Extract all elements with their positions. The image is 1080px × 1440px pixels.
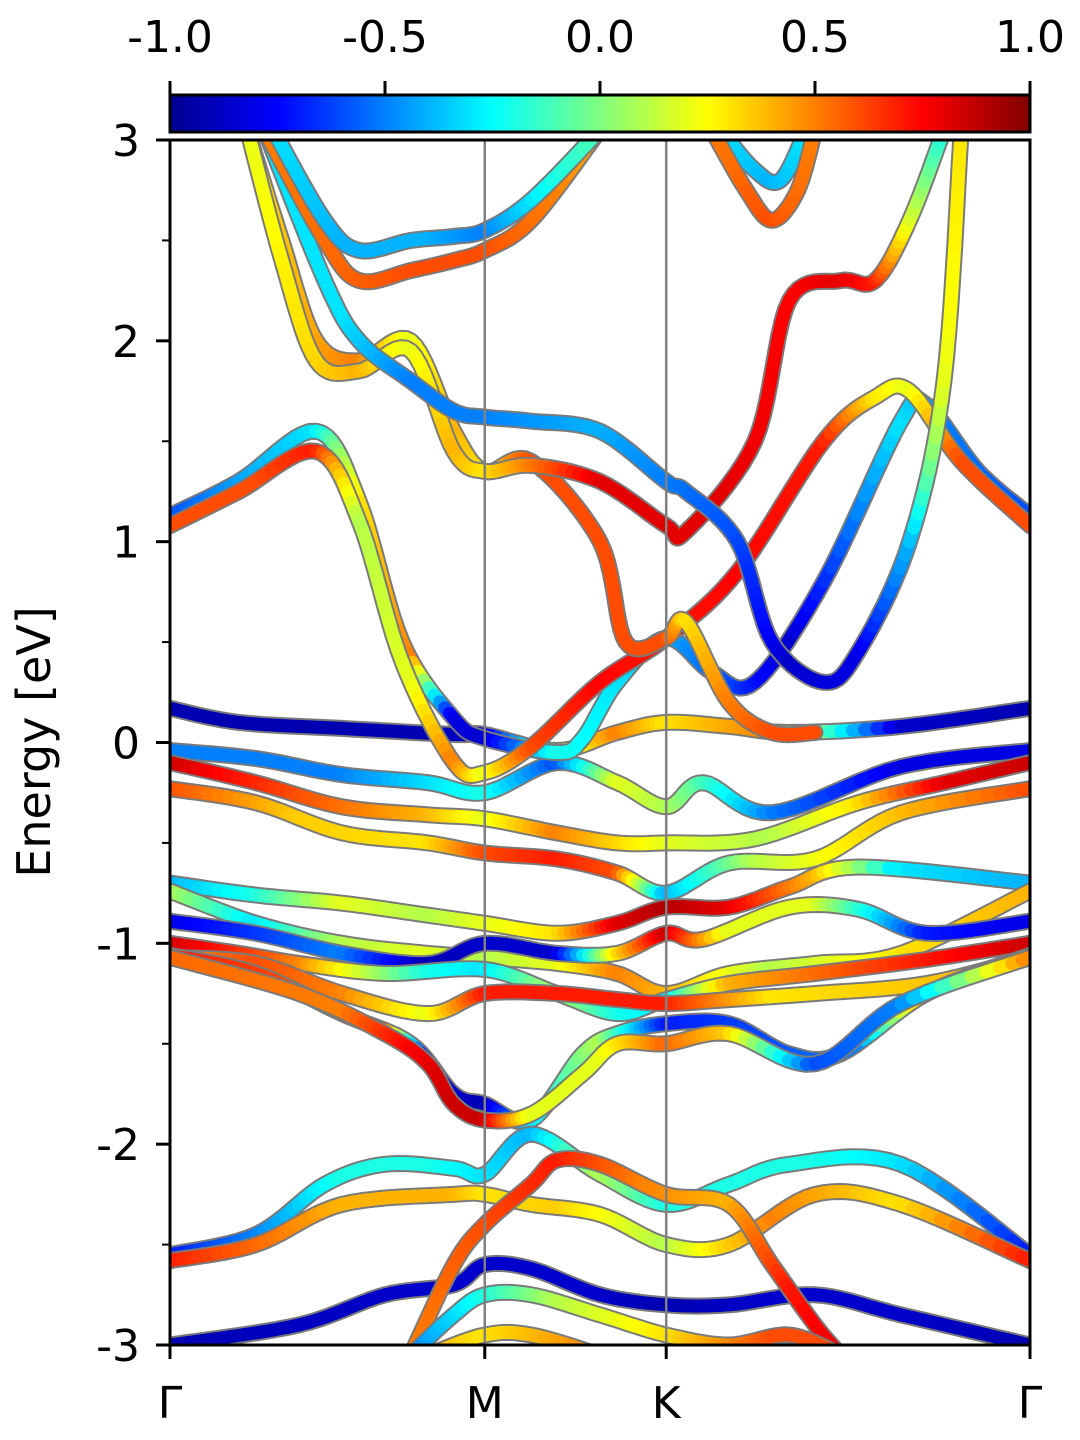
- colorbar: -1.0 -0.5 0.0 0.5 1.0: [127, 12, 1065, 134]
- band-outline: [170, 1125, 1030, 1264]
- bands-group: [170, 140, 1030, 1355]
- band-segment: [709, 140, 723, 146]
- band-segment: [408, 1342, 419, 1345]
- band-segment: [596, 1354, 600, 1355]
- band-segment: [411, 1342, 422, 1345]
- band-segment: [435, 1343, 446, 1345]
- x-tick-label: K: [652, 1378, 682, 1429]
- x-tick-label: M: [466, 1378, 504, 1429]
- colorbar-tick-label: -0.5: [342, 12, 428, 63]
- k-point-lines: [483, 140, 668, 1345]
- band-segment: [411, 1353, 414, 1355]
- band-2: [170, 754, 1030, 853]
- band-segment: [818, 1340, 835, 1345]
- band-segment: [428, 1354, 431, 1355]
- band-segment: [953, 140, 968, 152]
- y-tick-label: 2: [112, 317, 140, 368]
- band-segment: [836, 1344, 839, 1345]
- band-segment: [830, 1342, 841, 1345]
- band-segment: [431, 1352, 436, 1354]
- band-14: [406, 1150, 844, 1355]
- y-tick-label: 3: [112, 116, 140, 167]
- x-tick-label: Γ: [1018, 1378, 1043, 1429]
- y-tick-label: 0: [112, 719, 140, 770]
- band-segment: [796, 140, 810, 145]
- band-11: [170, 1125, 1030, 1264]
- band-outline: [170, 1254, 1030, 1345]
- colorbar-tick-label: 0.5: [780, 12, 850, 63]
- y-tick-label: 1: [112, 518, 140, 569]
- band-1: [170, 742, 1030, 822]
- band-segment: [570, 1341, 588, 1345]
- band-3: [170, 780, 1030, 902]
- band-segment: [806, 140, 820, 146]
- band-segment: [436, 1341, 454, 1345]
- band-segment: [824, 1343, 835, 1345]
- band-24: [717, 140, 812, 191]
- x-tick-label: Γ: [158, 1378, 183, 1429]
- colorbar-tick-label: 0.0: [565, 12, 635, 63]
- y-tick-label: -2: [96, 1120, 140, 1171]
- band-segment: [839, 1353, 841, 1355]
- band-13: [170, 1254, 1030, 1345]
- band-segment: [838, 1354, 841, 1355]
- band-segment: [826, 1340, 841, 1345]
- band-10: [170, 948, 1030, 1130]
- band-25: [707, 140, 822, 229]
- band-23: [269, 140, 603, 260]
- colorbar-gradient: [168, 93, 1032, 134]
- y-axis: 3 2 1 0 -1 -2 -3: [96, 116, 170, 1372]
- band-segment: [579, 1343, 590, 1345]
- band-segment: [834, 1352, 838, 1354]
- band-segment: [590, 1352, 596, 1354]
- y-tick-label: -1: [96, 919, 140, 970]
- band-4: [170, 858, 1030, 942]
- y-tick-label: -3: [96, 1321, 140, 1372]
- colorbar-tick-label: 1.0: [995, 12, 1065, 63]
- band-20: [241, 140, 950, 547]
- y-axis-title: Energy [eV]: [7, 606, 61, 877]
- colorbar-tick-label: -1.0: [127, 12, 213, 63]
- band-22: [260, 140, 604, 291]
